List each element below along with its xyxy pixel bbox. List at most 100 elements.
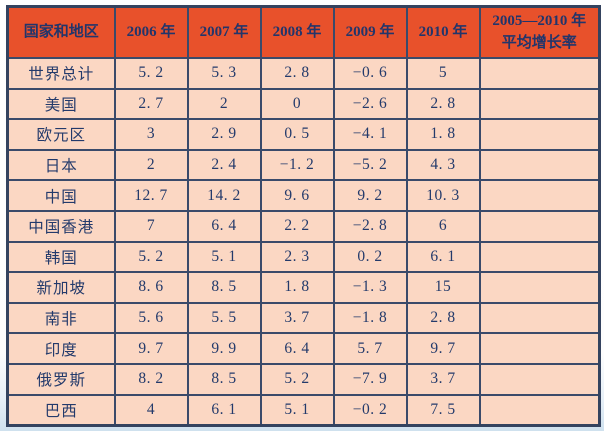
value-cell: 2. 8 bbox=[259, 57, 335, 90]
value-cell: 5. 5 bbox=[186, 301, 262, 335]
value-cell: 8. 5 bbox=[186, 271, 262, 304]
value-cell: 7. 5 bbox=[405, 393, 481, 427]
avg-growth-empty-cell bbox=[478, 332, 601, 365]
avg-growth-empty-cell bbox=[478, 118, 601, 151]
avg-growth-empty-cell bbox=[478, 393, 601, 427]
table-row: 韩国 5. 2 5. 1 2. 3 0. 2 6. 1 bbox=[6, 240, 601, 274]
col-header-2008: 2008 年 bbox=[259, 5, 335, 59]
value-cell: 3. 7 bbox=[405, 362, 481, 396]
value-cell: −7. 9 bbox=[332, 362, 408, 396]
region-cell: 中国香港 bbox=[6, 209, 116, 243]
avg-growth-empty-cell bbox=[478, 209, 601, 243]
avg-growth-empty-cell bbox=[478, 301, 601, 335]
col-header-region: 国家和地区 bbox=[6, 5, 116, 59]
avg-growth-empty-cell bbox=[478, 271, 601, 304]
value-cell: 1. 8 bbox=[405, 118, 481, 151]
value-cell: 5. 1 bbox=[259, 393, 335, 427]
value-cell: −4. 1 bbox=[332, 118, 408, 151]
avg-growth-empty-cell bbox=[478, 179, 601, 212]
value-cell: 12. 7 bbox=[113, 179, 189, 212]
region-cell: 韩国 bbox=[6, 240, 116, 274]
region-cell: 巴西 bbox=[6, 393, 116, 427]
value-cell: 10. 3 bbox=[405, 179, 481, 212]
value-cell: 2 bbox=[186, 87, 262, 121]
value-cell: 5 bbox=[405, 57, 481, 90]
region-cell: 中国 bbox=[6, 179, 116, 212]
table-row: 日本 2 2. 4 −1. 2 −5. 2 4. 3 bbox=[6, 148, 601, 182]
value-cell: 5. 1 bbox=[186, 240, 262, 274]
value-cell: 8. 6 bbox=[113, 271, 189, 304]
value-cell: 1. 8 bbox=[259, 271, 335, 304]
region-cell: 世界总计 bbox=[6, 57, 116, 90]
avg-growth-empty-cell bbox=[478, 240, 601, 274]
value-cell: −2. 8 bbox=[332, 209, 408, 243]
region-cell: 欧元区 bbox=[6, 118, 116, 151]
col-header-2009: 2009 年 bbox=[332, 5, 408, 59]
value-cell: 14. 2 bbox=[186, 179, 262, 212]
table-row: 美国 2. 7 2 0 −2. 6 2. 8 bbox=[6, 87, 601, 121]
value-cell: 5. 2 bbox=[113, 240, 189, 274]
value-cell: −2. 6 bbox=[332, 87, 408, 121]
value-cell: 5. 6 bbox=[113, 301, 189, 335]
value-cell: −0. 2 bbox=[332, 393, 408, 427]
value-cell: 9. 9 bbox=[186, 332, 262, 365]
value-cell: 3. 7 bbox=[259, 301, 335, 335]
value-cell: 2. 2 bbox=[259, 209, 335, 243]
value-cell: −0. 6 bbox=[332, 57, 408, 90]
page: 国家和地区 2006 年 2007 年 2008 年 2009 年 2010 年… bbox=[6, 5, 601, 428]
value-cell: −1. 2 bbox=[259, 148, 335, 182]
value-cell: 15 bbox=[405, 271, 481, 304]
value-cell: 5. 2 bbox=[113, 57, 189, 90]
avg-growth-empty-cell bbox=[478, 87, 601, 121]
avg-growth-header-line1: 2005—2010 年 bbox=[492, 12, 587, 29]
value-cell: −1. 3 bbox=[332, 271, 408, 304]
value-cell: 0. 5 bbox=[259, 118, 335, 151]
value-cell: 9. 7 bbox=[113, 332, 189, 365]
value-cell: 5. 3 bbox=[186, 57, 262, 90]
value-cell: 9. 2 bbox=[332, 179, 408, 212]
value-cell: 2. 4 bbox=[186, 148, 262, 182]
region-cell: 印度 bbox=[6, 332, 116, 365]
gdp-growth-table: 国家和地区 2006 年 2007 年 2008 年 2009 年 2010 年… bbox=[6, 5, 601, 428]
value-cell: 9. 7 bbox=[405, 332, 481, 365]
value-cell: 2. 8 bbox=[405, 301, 481, 335]
avg-growth-empty-cell bbox=[478, 362, 601, 396]
header-row: 国家和地区 2006 年 2007 年 2008 年 2009 年 2010 年… bbox=[6, 5, 601, 59]
value-cell: −1. 8 bbox=[332, 301, 408, 335]
region-cell: 新加坡 bbox=[6, 271, 116, 304]
table-row: 俄罗斯 8. 2 8. 5 5. 2 −7. 9 3. 7 bbox=[6, 362, 601, 396]
region-cell: 美国 bbox=[6, 87, 116, 121]
table-row: 欧元区 3 2. 9 0. 5 −4. 1 1. 8 bbox=[6, 118, 601, 151]
value-cell: 6 bbox=[405, 209, 481, 243]
region-cell: 俄罗斯 bbox=[6, 362, 116, 396]
value-cell: 0. 2 bbox=[332, 240, 408, 274]
value-cell: 8. 2 bbox=[113, 362, 189, 396]
table-row: 中国 12. 7 14. 2 9. 6 9. 2 10. 3 bbox=[6, 179, 601, 212]
table-row: 南非 5. 6 5. 5 3. 7 −1. 8 2. 8 bbox=[6, 301, 601, 335]
value-cell: 8. 5 bbox=[186, 362, 262, 396]
region-cell: 南非 bbox=[6, 301, 116, 335]
col-header-2007: 2007 年 bbox=[186, 5, 262, 59]
value-cell: 0 bbox=[259, 87, 335, 121]
table-row: 印度 9. 7 9. 9 6. 4 5. 7 9. 7 bbox=[6, 332, 601, 365]
avg-growth-header-line2: 平均增长率 bbox=[501, 34, 577, 51]
table-row: 新加坡 8. 6 8. 5 1. 8 −1. 3 15 bbox=[6, 271, 601, 304]
value-cell: 7 bbox=[113, 209, 189, 243]
region-cell: 日本 bbox=[6, 148, 116, 182]
table-row: 巴西 4 6. 1 5. 1 −0. 2 7. 5 bbox=[6, 393, 601, 427]
value-cell: 6. 4 bbox=[259, 332, 335, 365]
value-cell: 2. 3 bbox=[259, 240, 335, 274]
value-cell: 2. 7 bbox=[113, 87, 189, 121]
value-cell: −5. 2 bbox=[332, 148, 408, 182]
value-cell: 5. 2 bbox=[259, 362, 335, 396]
col-header-2006: 2006 年 bbox=[113, 5, 189, 59]
value-cell: 2. 8 bbox=[405, 87, 481, 121]
col-header-avg-growth: 2005—2010 年 平均增长率 bbox=[478, 5, 601, 59]
value-cell: 3 bbox=[113, 118, 189, 151]
value-cell: 9. 6 bbox=[259, 179, 335, 212]
avg-growth-empty-cell bbox=[478, 57, 601, 90]
value-cell: 6. 1 bbox=[405, 240, 481, 274]
value-cell: 6. 1 bbox=[186, 393, 262, 427]
avg-growth-empty-cell bbox=[478, 148, 601, 182]
